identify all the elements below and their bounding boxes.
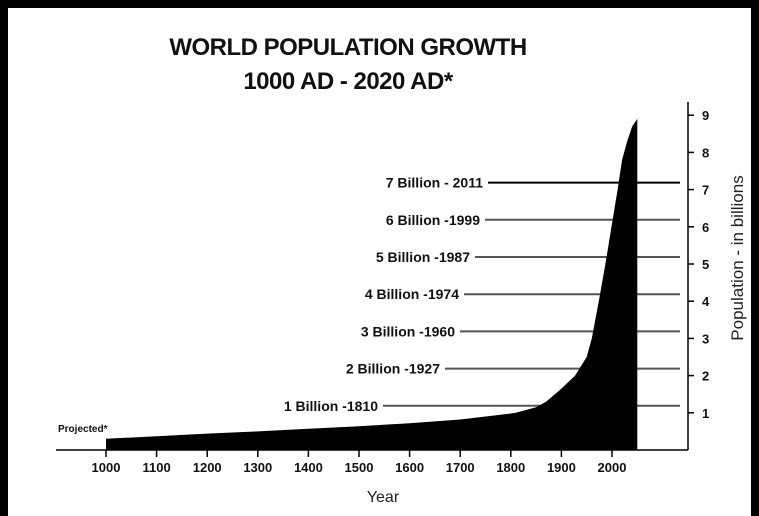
y-tick-label: 1	[702, 406, 709, 421]
chart-title: WORLD POPULATION GROWTH	[169, 34, 527, 61]
y-tick-label: 7	[702, 183, 709, 198]
annotation-label: 2 Billion -1927	[346, 361, 440, 377]
x-tick-label: 1900	[547, 460, 576, 475]
x-tick-label: 1600	[395, 460, 424, 475]
y-tick-label: 5	[702, 257, 709, 272]
y-tick-label: 3	[702, 331, 709, 346]
x-tick-label: 1700	[446, 460, 475, 475]
population-chart: 7 Billion - 2011 6 Billion -1999 5 Billion…	[56, 102, 747, 506]
annotation-label: 5 Billion -1987	[376, 249, 470, 265]
chart-frame: WORLD POPULATION GROWTH 1000 AD - 2020 A…	[8, 8, 751, 516]
annotation-label: 4 Billion -1974	[365, 286, 459, 302]
x-tick-label: 1100	[142, 460, 170, 475]
annotation-label: 6 Billion -1999	[386, 212, 480, 228]
x-axis-title: Year	[367, 489, 400, 506]
population-area	[106, 118, 638, 451]
chart-subtitle: 1000 AD - 2020 AD*	[243, 68, 453, 95]
y-tick-label: 8	[702, 145, 709, 160]
annotation-label: 3 Billion -1960	[361, 323, 455, 339]
x-tick-label: 1300	[243, 460, 272, 475]
x-tick-label: 1000	[92, 460, 121, 475]
x-tick-label: 1500	[345, 460, 374, 475]
y-tick-label: 4	[702, 294, 710, 309]
y-tick-label: 2	[702, 369, 709, 384]
projected-label: Projected*	[58, 424, 108, 435]
x-tick-label: 1400	[294, 460, 323, 475]
annotation-label: 7 Billion - 2011	[386, 175, 483, 191]
x-tick-label: 1800	[496, 460, 525, 475]
y-axis-title: Population - in billions	[728, 175, 747, 340]
y-tick-label: 6	[702, 220, 709, 235]
x-tick-label: 1200	[193, 460, 222, 475]
x-tick-label: 2000	[598, 460, 627, 475]
annotation-label: 1 Billion -1810	[284, 398, 378, 414]
y-tick-label: 9	[702, 108, 709, 123]
